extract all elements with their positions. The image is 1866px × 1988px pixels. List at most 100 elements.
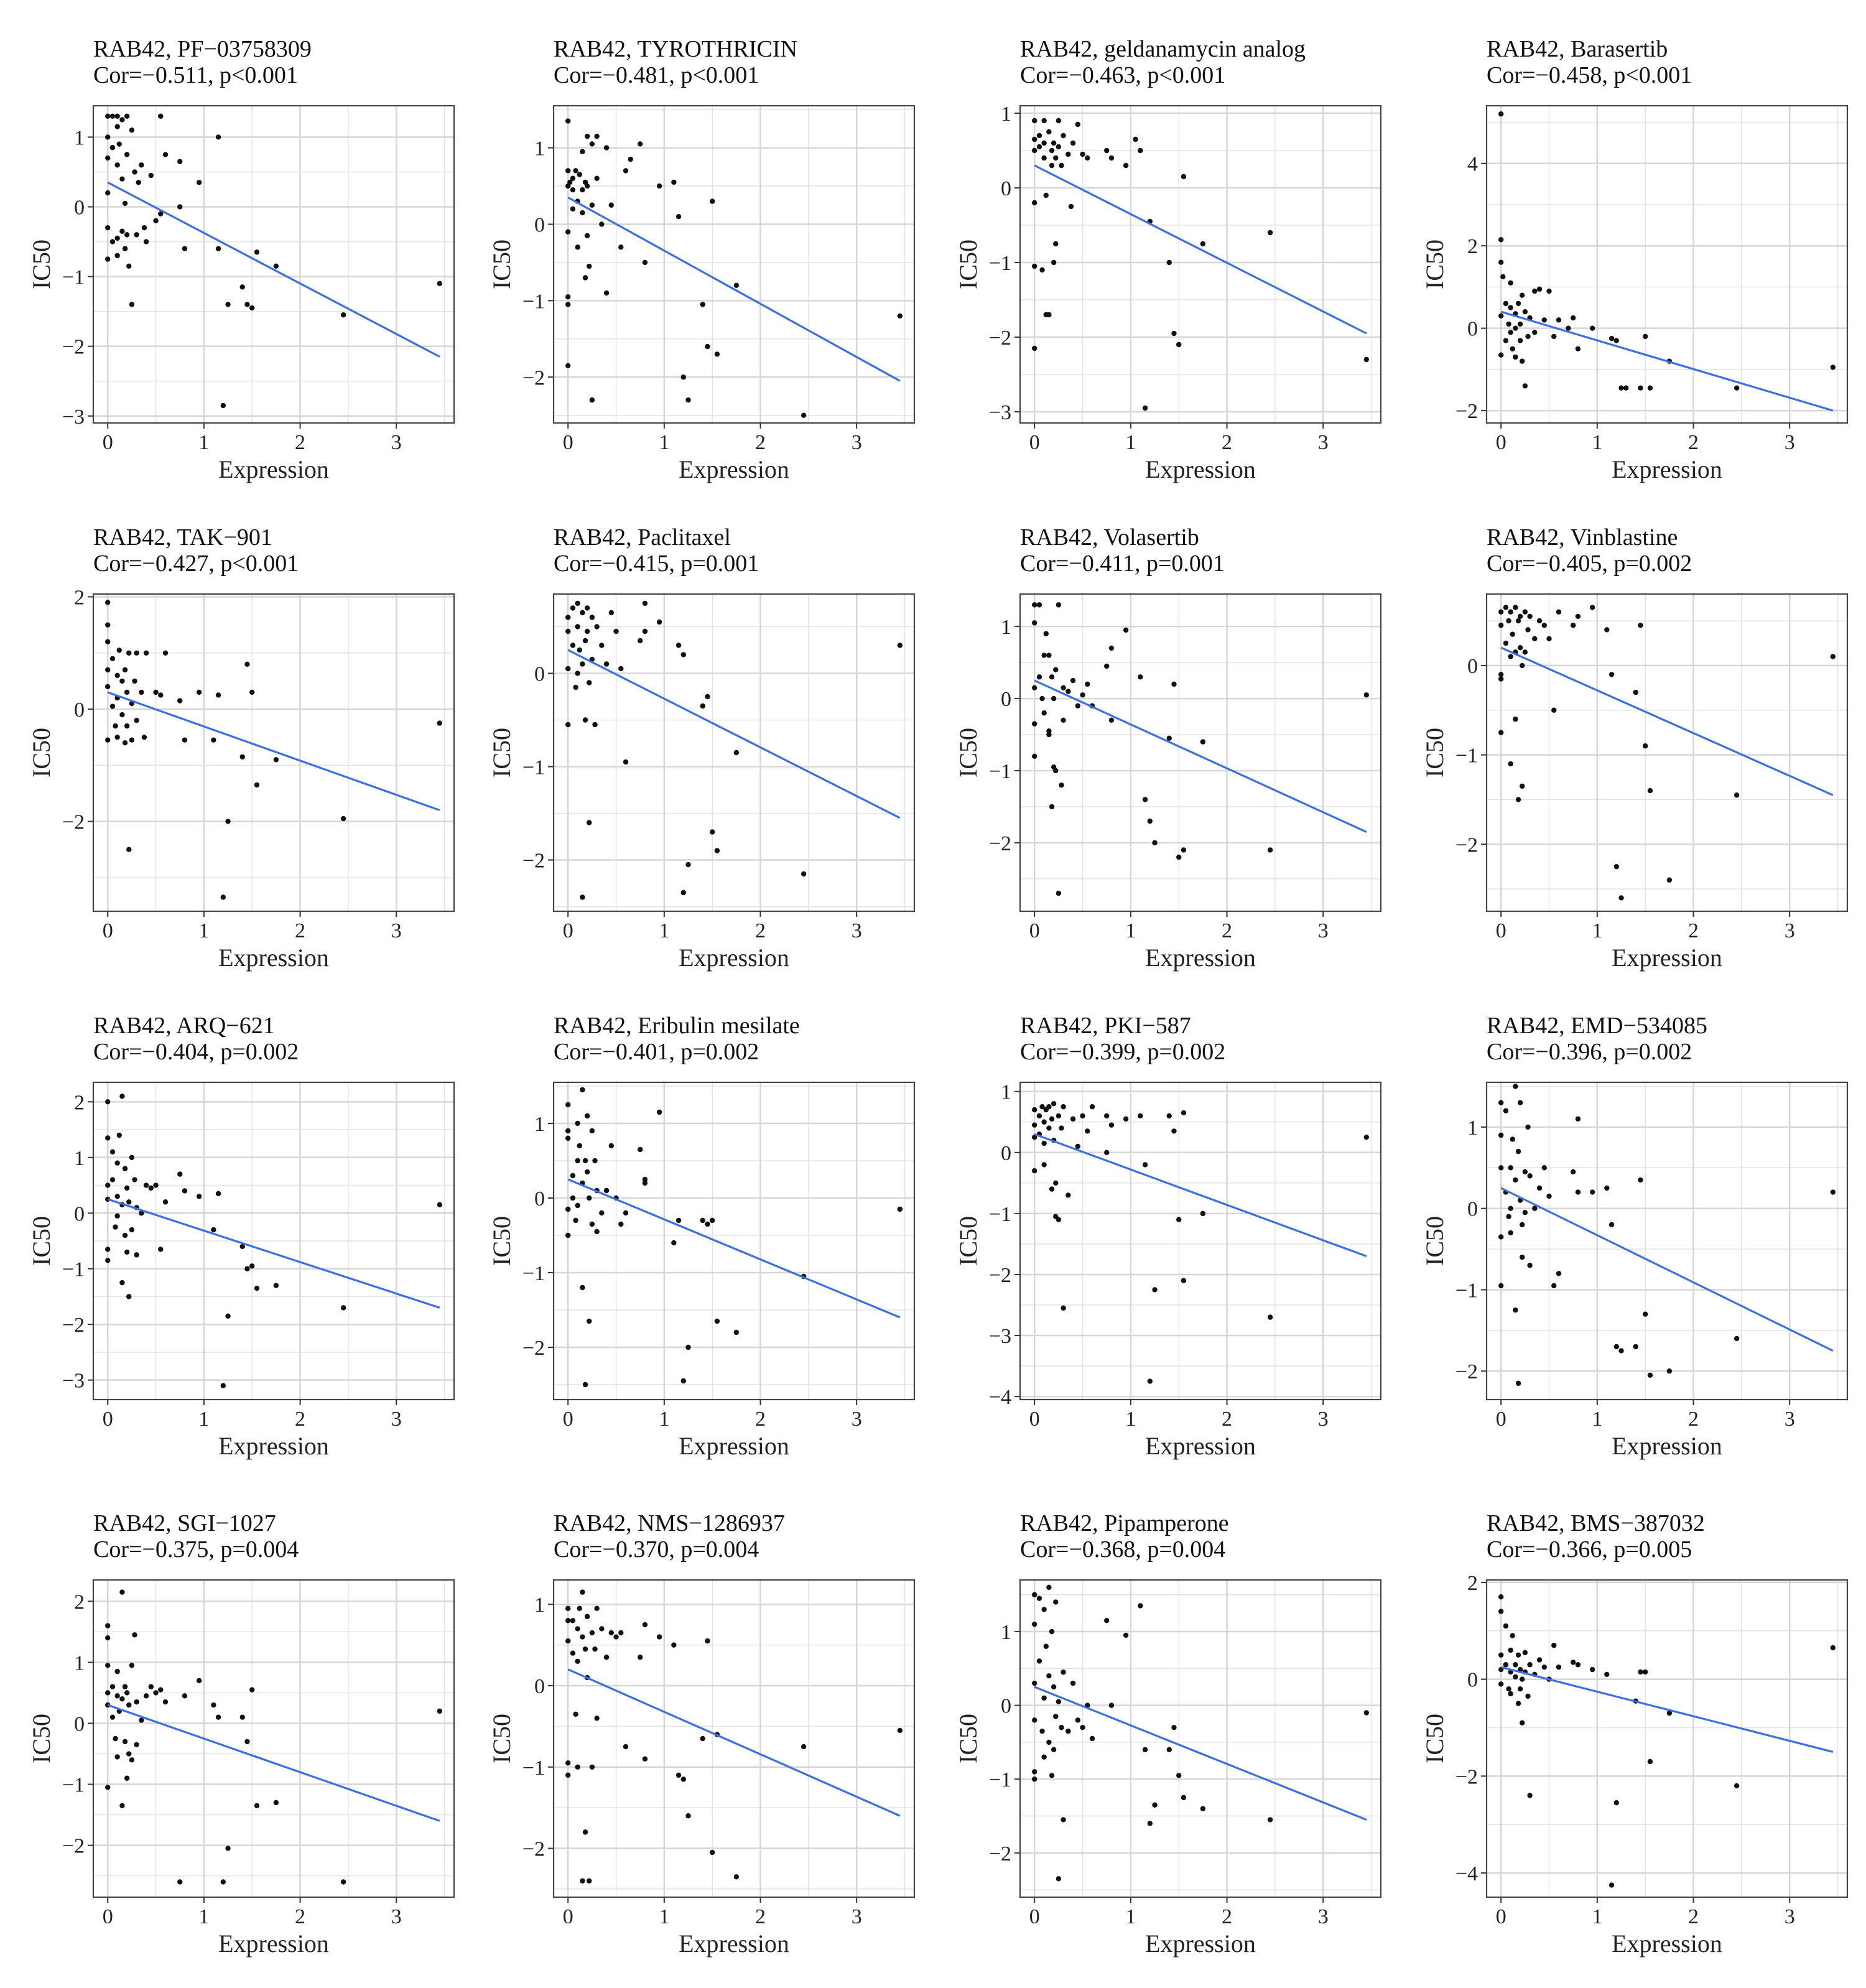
data-point bbox=[109, 1149, 116, 1155]
x-tick-label: 3 bbox=[1785, 1408, 1795, 1431]
data-point bbox=[584, 183, 590, 189]
data-point bbox=[1032, 1621, 1037, 1627]
data-point bbox=[273, 1800, 279, 1806]
data-point bbox=[1065, 1192, 1071, 1198]
data-point bbox=[105, 1785, 111, 1790]
x-axis-label: Expression bbox=[1145, 1930, 1256, 1958]
data-point bbox=[1032, 753, 1037, 759]
data-point bbox=[1525, 1693, 1531, 1699]
y-axis-label: IC50 bbox=[1421, 239, 1449, 289]
data-point bbox=[215, 246, 221, 251]
data-point bbox=[1513, 1177, 1518, 1183]
data-point bbox=[1513, 1307, 1518, 1313]
data-point bbox=[1503, 1662, 1509, 1668]
data-point bbox=[1108, 645, 1115, 651]
data-point bbox=[565, 1618, 571, 1623]
data-point bbox=[105, 600, 111, 605]
data-point bbox=[134, 717, 139, 723]
data-point bbox=[119, 1094, 125, 1099]
y-tick-label: 0 bbox=[534, 1675, 545, 1698]
y-tick-label: 0 bbox=[534, 663, 545, 686]
data-point bbox=[1056, 1699, 1062, 1704]
data-point bbox=[565, 1772, 571, 1778]
data-point bbox=[1049, 1628, 1055, 1635]
data-point bbox=[603, 290, 610, 296]
data-point bbox=[1638, 1669, 1643, 1675]
data-point bbox=[685, 397, 691, 403]
chart-subtitle: Cor=−0.463, p<0.001 bbox=[1020, 62, 1226, 88]
data-point bbox=[580, 187, 585, 193]
data-point bbox=[153, 1690, 159, 1696]
data-point bbox=[1061, 717, 1066, 723]
data-point bbox=[1089, 1735, 1095, 1742]
data-point bbox=[1046, 732, 1052, 738]
chart-title: RAB42, NMS−1286937 bbox=[554, 1510, 785, 1536]
y-tick-label: 1 bbox=[1001, 1081, 1011, 1104]
data-point bbox=[1152, 1802, 1158, 1808]
data-point bbox=[244, 661, 250, 667]
data-point bbox=[570, 1195, 576, 1201]
data-point bbox=[1498, 1609, 1504, 1614]
regression-line bbox=[107, 1198, 440, 1309]
data-point bbox=[139, 1210, 144, 1216]
data-point bbox=[589, 1630, 595, 1636]
data-point bbox=[220, 1879, 226, 1885]
plot-background bbox=[1020, 1082, 1381, 1400]
data-point bbox=[1522, 609, 1528, 615]
data-point bbox=[1638, 623, 1643, 628]
data-point bbox=[124, 1185, 130, 1191]
y-axis-label: IC50 bbox=[954, 239, 982, 289]
data-point bbox=[220, 894, 226, 900]
data-point bbox=[582, 1158, 588, 1164]
data-point bbox=[642, 1176, 648, 1182]
y-axis-label: IC50 bbox=[488, 1216, 516, 1266]
plot-background bbox=[1487, 106, 1847, 423]
data-point bbox=[1061, 685, 1066, 690]
data-point bbox=[582, 1646, 588, 1652]
data-point bbox=[1541, 1165, 1547, 1171]
data-point bbox=[623, 1744, 629, 1750]
data-point bbox=[1200, 1210, 1206, 1217]
data-point bbox=[215, 134, 221, 140]
data-point bbox=[1142, 405, 1148, 411]
chart-title: RAB42, Pipamperone bbox=[1020, 1510, 1229, 1536]
y-tick-label: 0 bbox=[1001, 688, 1011, 711]
data-point bbox=[623, 168, 629, 174]
data-point bbox=[1032, 721, 1037, 727]
data-point bbox=[623, 759, 629, 765]
data-point bbox=[126, 263, 132, 269]
y-tick-label: 1 bbox=[1001, 103, 1011, 126]
data-point bbox=[1830, 1645, 1836, 1651]
data-point bbox=[570, 187, 576, 193]
data-point bbox=[134, 1699, 139, 1705]
x-tick-label: 0 bbox=[563, 431, 573, 454]
data-point bbox=[1041, 1695, 1047, 1701]
chart-subtitle: Cor=−0.427, p<0.001 bbox=[93, 550, 299, 577]
data-point bbox=[587, 1195, 592, 1201]
y-tick-label: 0 bbox=[534, 213, 545, 236]
data-point bbox=[1108, 1702, 1115, 1708]
data-point bbox=[623, 1210, 629, 1216]
data-point bbox=[603, 145, 610, 151]
data-point bbox=[1056, 602, 1062, 608]
data-point bbox=[565, 615, 571, 620]
plot-background bbox=[1487, 1580, 1847, 1897]
data-point bbox=[114, 113, 120, 119]
data-point bbox=[126, 1294, 132, 1299]
chart-subtitle: Cor=−0.396, p=0.002 bbox=[1487, 1039, 1692, 1065]
data-point bbox=[1061, 1817, 1066, 1823]
data-point bbox=[1830, 654, 1836, 659]
data-point bbox=[1613, 863, 1619, 870]
data-point bbox=[215, 1714, 221, 1720]
data-point bbox=[1080, 1725, 1085, 1730]
data-point bbox=[618, 1630, 624, 1636]
y-tick-label: 1 bbox=[1001, 1621, 1011, 1644]
data-point bbox=[105, 113, 111, 119]
x-tick-label: 1 bbox=[1592, 431, 1602, 454]
data-point bbox=[109, 1714, 116, 1720]
plot-border bbox=[552, 1081, 916, 1401]
y-tick-label: −2 bbox=[989, 327, 1011, 350]
data-point bbox=[608, 1630, 614, 1636]
y-tick-label: −1 bbox=[989, 1768, 1011, 1791]
